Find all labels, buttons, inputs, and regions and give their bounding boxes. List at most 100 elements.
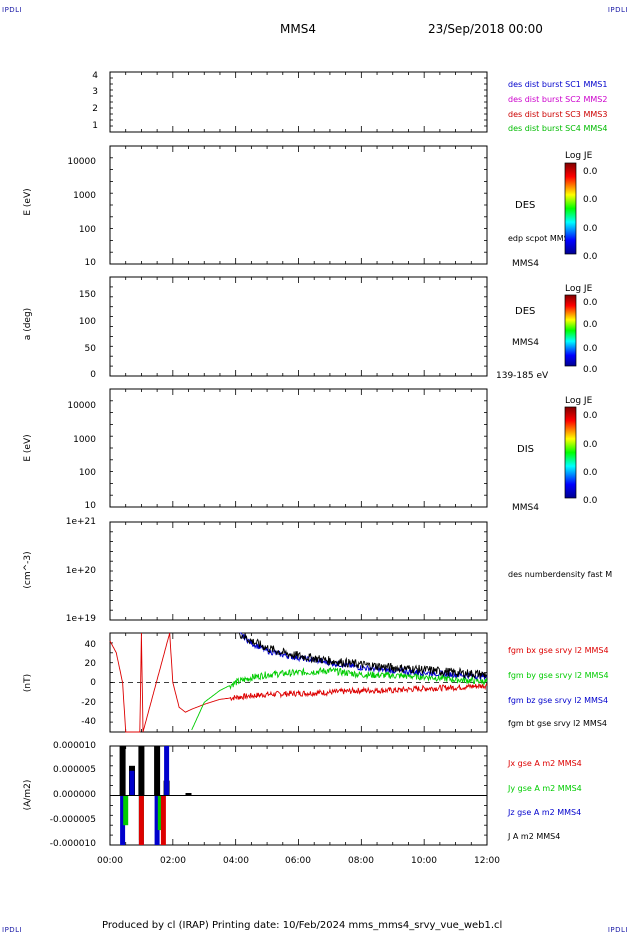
panel7-series-group [110,746,487,845]
panel4-tick-1000: 1000 [73,435,96,445]
panel1-legend-3: des dist burst SC3 MMS3 [508,110,608,119]
corner-label-top-right: IPDLI [607,6,628,14]
panel6-series-group [109,632,488,733]
panel2-tick-1000: 1000 [73,191,96,201]
panel6-tick-minus40: -40 [81,717,96,727]
axis-ticks-group [109,71,488,846]
panel3-tick-50: 50 [84,344,96,354]
panel6-tick-40: 40 [84,640,96,650]
corner-label-bottom-right: IPDLI [607,926,628,934]
series-fgm-by-gse-srvy-l2-mms4 [191,666,488,731]
panel2-side-label-2: edp scpot MMS4 [508,234,574,243]
panel7-tick-minus1e-5: -0.000010 [49,839,96,849]
footer-credits: Produced by cl (IRAP) Printing date: 10/… [102,920,503,931]
panel7-legend-j: J A m2 MMS4 [508,832,561,841]
panel6-tick-minus20: -20 [81,698,96,708]
current-spike-jx [160,795,166,845]
panel6-legend-by: fgm by gse srvy l2 MMS4 [508,671,609,680]
panel7-tick-minus5e-6: -0.000005 [49,815,96,825]
panel7-tick-1e-5: 0.000010 [53,741,96,751]
panel1-frame [109,71,488,133]
panel2-colorbar [564,162,577,255]
panel1-tick-3: 3 [92,87,98,97]
panel3-tick-100: 100 [78,317,96,327]
panel4-tick-100: 100 [78,468,96,478]
panel5-legend: des numberdensity fast M [508,570,613,579]
current-spike-jz [154,795,160,845]
panel7-legend-jx: Jx gse A m2 MMS4 [508,759,582,768]
panel4-colorbar [564,406,577,499]
panel2-cbar-tick-4: 0.0 [583,252,598,262]
x-tick-0400: 04:00 [223,856,249,866]
panel2-side-label-3: MMS4 [512,259,539,269]
panel4-tick-10: 10 [84,501,96,511]
panel7-legend-jy: Jy gse A m2 MMS4 [508,784,582,793]
panel4-side-label-2: MMS4 [512,503,539,513]
panel2-tick-10000: 10000 [67,157,96,167]
panel6-legend-bx: fgm bx gse srvy l2 MMS4 [508,646,609,655]
panel5-tick-1e20: 1e+20 [65,566,96,576]
panel5-frame [109,521,488,621]
corner-label-bottom-left: IPDLI [2,926,23,934]
panel1-tick-1: 1 [92,121,98,131]
panel2-side-label: DES [515,200,536,211]
panel3-tick-150: 150 [78,290,96,300]
panel3-cbar-tick-3: 0.0 [583,344,598,354]
panel3-side-label: DES [515,306,536,317]
current-spike-jy [123,795,129,826]
panel2-cbar-tick-1: 0.0 [583,167,598,177]
x-tick-0200: 02:00 [160,856,186,866]
panel2-cbar-title: Log JE [565,151,593,161]
panel6-legend-bz: fgm bz gse srvy l2 MMS4 [508,696,609,705]
panel1-tick-2: 2 [92,104,98,114]
series-fgm-bx-gse-srvy-l2-mms4 [109,632,488,733]
panel3-side-label-2: MMS4 [512,338,539,348]
panel3-cbar-tick-1: 0.0 [583,298,598,308]
panel3-frame [109,276,488,377]
panel4-cbar-tick-4: 0.0 [583,496,598,506]
x-tick-0800: 08:00 [348,856,374,866]
current-spike-j [138,746,145,796]
x-tick-0000: 00:00 [97,856,123,866]
current-spike-jx [138,795,144,845]
panel4-side-label: DIS [517,444,534,455]
panel4-cbar-tick-3: 0.0 [583,468,598,478]
panel7-tick-0: 0.000000 [53,790,96,800]
x-tick-1000: 10:00 [411,856,437,866]
panel7-tick-5e-6: 0.000005 [53,765,96,775]
panel3-tick-0: 0 [90,370,96,380]
panel1-tick-4: 4 [92,71,98,81]
panel5-tick-1e19: 1e+19 [65,614,96,624]
panel4-frame [109,388,488,508]
panel2-tick-100: 100 [78,225,96,235]
panel3-side-label-3: 139-185 eV [496,371,549,381]
panel3-colorbar [564,294,577,367]
panel2-cbar-tick-2: 0.0 [583,195,598,205]
panel4-cbar-tick-1: 0.0 [583,411,598,421]
panel1-legend-4: des dist burst SC4 MMS4 [508,124,608,133]
panel7-legend-jz: Jz gse A m2 MMS4 [508,808,582,817]
date-title: 23/Sep/2018 00:00 [428,22,543,36]
x-tick-0600: 06:00 [285,856,311,866]
panel3-cbar-title: Log JE [565,284,593,294]
current-spike-j [154,746,161,796]
current-spike-jz [164,746,170,796]
panel2-frame [109,145,488,265]
panel4-cbar-title: Log JE [565,396,593,406]
panel5-tick-1e21: 1e+21 [65,517,96,527]
panel2-cbar-tick-3: 0.0 [583,224,598,234]
current-spike-jy [157,795,163,831]
panel6-tick-0: 0 [90,678,96,688]
spacecraft-title: MMS4 [280,22,316,36]
panel2-tick-10: 10 [84,258,96,268]
panel4-cbar-tick-2: 0.0 [583,440,598,450]
panel6-tick-20: 20 [84,659,96,669]
panel3-cbar-tick-2: 0.0 [583,320,598,330]
x-tick-1200: 12:00 [474,856,500,866]
panel4-tick-10000: 10000 [67,401,96,411]
series-fgm-bt-gse-srvy-l2-mms4 [238,632,488,679]
panel1-legend-1: des dist burst SC1 MMS1 [508,80,608,89]
panel1-legend-2: des dist burst SC2 MMS2 [508,95,608,104]
panel3-cbar-tick-4: 0.0 [583,365,598,375]
